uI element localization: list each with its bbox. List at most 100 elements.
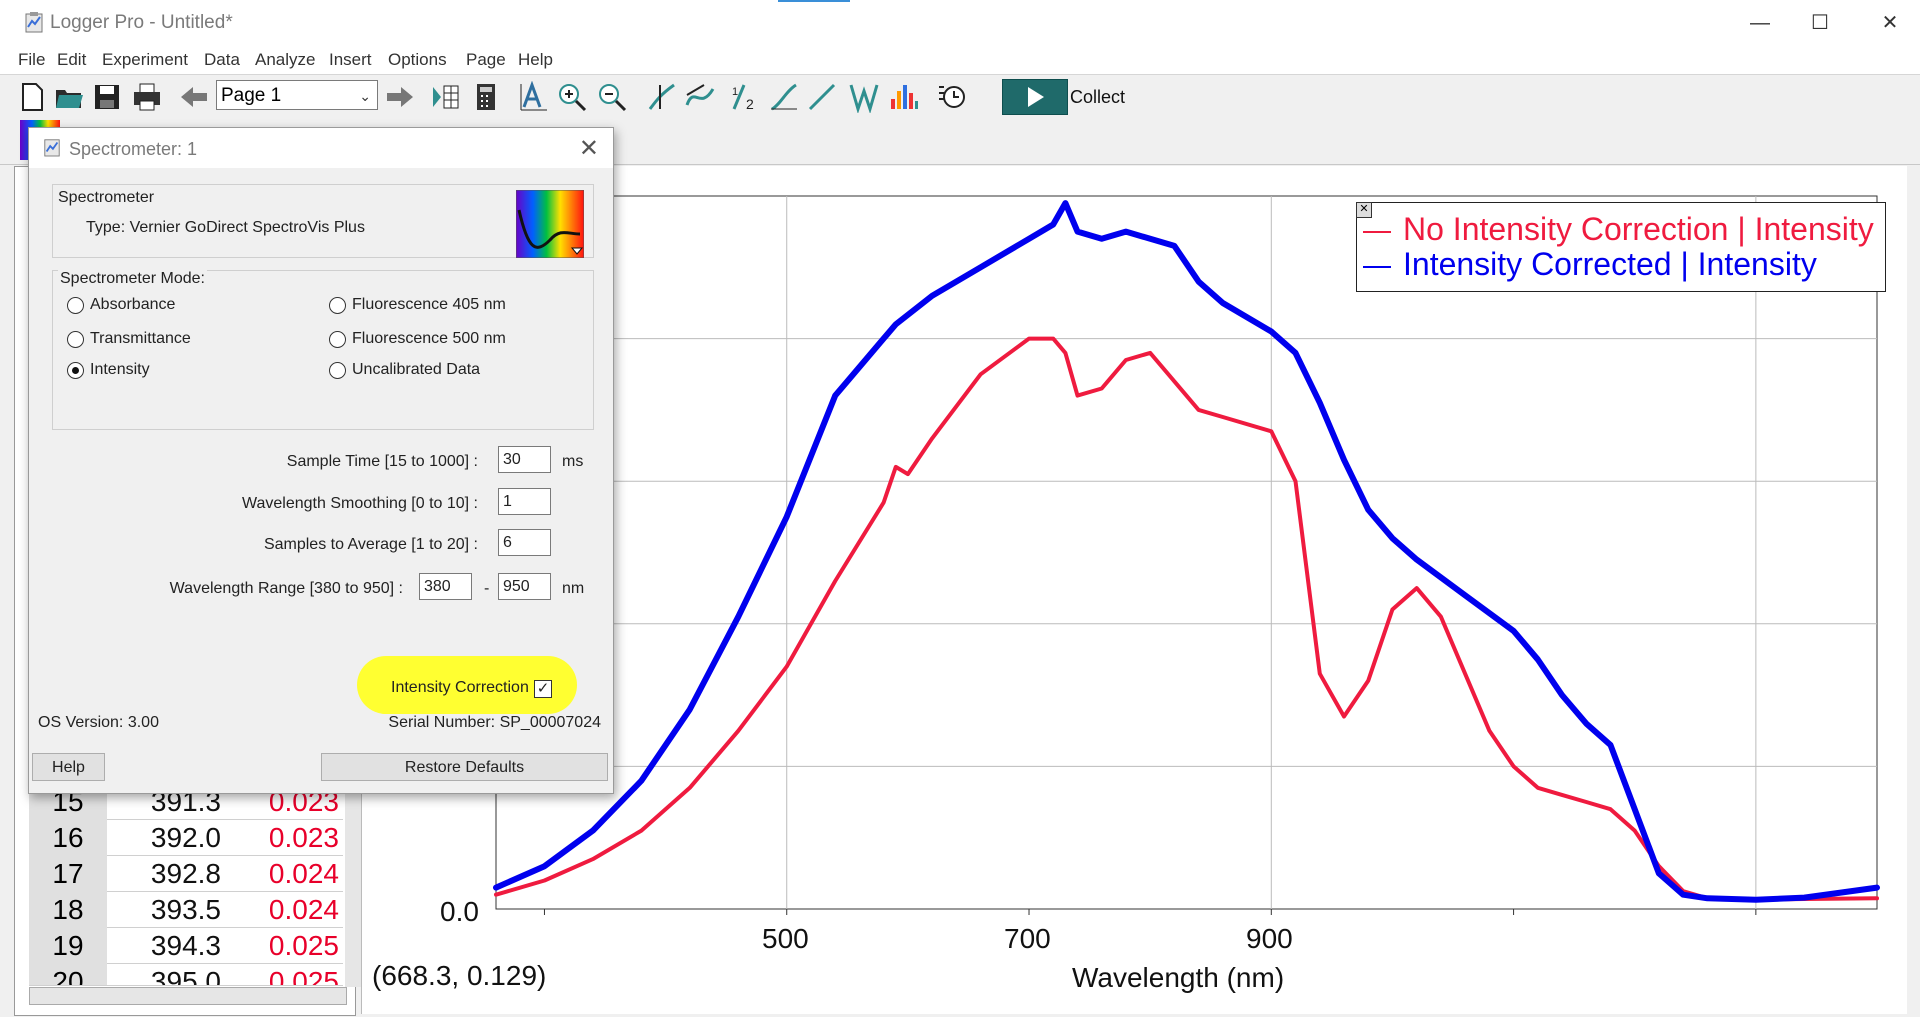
plot-frame: [495, 195, 1878, 910]
zoom-in-icon[interactable]: [556, 81, 588, 113]
graph-legend[interactable]: ✕ No Intensity Correction | Intensity In…: [1356, 202, 1886, 292]
row-number: 17: [29, 855, 107, 891]
table-row[interactable]: 16 392.0 0.023: [29, 819, 343, 856]
help-button[interactable]: Help: [32, 753, 105, 781]
wavelength-cell[interactable]: 395.0: [150, 966, 221, 986]
menu-edit[interactable]: Edit: [57, 50, 87, 69]
page-select[interactable]: Page 1 ⌄: [216, 80, 378, 110]
average-input[interactable]: 6: [498, 529, 551, 556]
maximize-button[interactable]: ☐: [1811, 12, 1829, 34]
uncalibrated-label[interactable]: Uncalibrated Data: [352, 361, 481, 378]
integral-icon[interactable]: 12: [730, 81, 762, 113]
fluorescence-405-label[interactable]: Fluorescence 405 nm: [352, 296, 506, 313]
absorbance-label[interactable]: Absorbance: [90, 296, 176, 313]
statistics-icon[interactable]: [768, 81, 800, 113]
collect-label[interactable]: Collect: [1070, 87, 1126, 107]
table-row[interactable]: 17 392.8 0.024: [29, 855, 343, 892]
calculator-icon[interactable]: [470, 81, 502, 113]
radio-transmittance[interactable]: [67, 331, 84, 348]
menu-insert[interactable]: Insert: [329, 50, 372, 69]
wavelength-cell[interactable]: 392.0: [150, 822, 221, 853]
legend-item-red: No Intensity Correction | Intensity: [1363, 211, 1874, 248]
sample-time-label: Sample Time [15 to 1000] :: [286, 453, 478, 470]
table-row[interactable]: 20 395.0 0.025: [29, 963, 343, 986]
examine-icon[interactable]: [646, 81, 678, 113]
fft-icon[interactable]: [888, 81, 920, 113]
sample-time-input[interactable]: 30: [498, 446, 551, 473]
radio-absorbance[interactable]: [67, 297, 84, 314]
range-label: Wavelength Range [380 to 950] :: [169, 580, 403, 597]
legend-swatch: [1363, 265, 1391, 268]
intensity-cell[interactable]: 0.025: [268, 930, 339, 961]
smoothing-label: Wavelength Smoothing [0 to 10] :: [242, 495, 478, 512]
table-horizontal-scrollbar[interactable]: [29, 987, 347, 1005]
fluorescence-500-label[interactable]: Fluorescence 500 nm: [352, 330, 506, 347]
menu-page[interactable]: Page: [466, 50, 506, 69]
new-file-icon[interactable]: [16, 81, 48, 113]
intensity-cell[interactable]: 0.023: [268, 822, 339, 853]
series-line-no-correction: [494, 336, 1879, 902]
intensity-correction-label[interactable]: Intensity Correction: [391, 679, 529, 696]
radio-uncalibrated[interactable]: [329, 362, 346, 379]
minimize-button[interactable]: —: [1750, 12, 1770, 34]
close-window-button[interactable]: ✕: [1881, 12, 1899, 34]
zoom-out-icon[interactable]: [596, 81, 628, 113]
legend-label: No Intensity Correction | Intensity: [1403, 211, 1874, 247]
replay-icon[interactable]: [936, 81, 968, 113]
spectrum-graph[interactable]: [362, 166, 1907, 1014]
radio-fluorescence-405[interactable]: [329, 297, 346, 314]
radio-intensity[interactable]: [67, 362, 84, 379]
row-number: 18: [29, 891, 107, 927]
tangent-icon[interactable]: [684, 81, 716, 113]
logger-pro-app-icon: [25, 12, 43, 33]
restore-defaults-button[interactable]: Restore Defaults: [321, 753, 608, 781]
collect-button[interactable]: [1002, 79, 1068, 115]
wavelength-cell[interactable]: 393.5: [150, 894, 221, 925]
spectrum-thumbnail-icon[interactable]: [516, 190, 584, 258]
table-row[interactable]: 19 394.3 0.025: [29, 927, 343, 964]
menu-file[interactable]: File: [18, 50, 46, 69]
intensity-cell[interactable]: 0.025: [268, 966, 339, 986]
save-icon[interactable]: [91, 81, 123, 113]
intensity-correction-checkbox[interactable]: ✓: [534, 680, 552, 698]
menu-analyze[interactable]: Analyze: [255, 50, 316, 69]
menu-experiment[interactable]: Experiment: [102, 50, 188, 69]
menu-data[interactable]: Data: [204, 50, 240, 69]
menu-options[interactable]: Options: [388, 50, 447, 69]
legend-close-icon[interactable]: ✕: [1356, 202, 1372, 218]
spectrometer-group: [52, 184, 594, 258]
window-titlebar: Logger Pro - Untitled* — ☐ ✕: [0, 0, 1920, 46]
back-arrow-icon[interactable]: [178, 81, 210, 113]
forward-arrow-icon[interactable]: [384, 81, 416, 113]
range-min-input[interactable]: 380: [419, 573, 472, 600]
autoscale-icon[interactable]: [518, 81, 550, 113]
dialog-close-icon[interactable]: ✕: [578, 135, 599, 162]
intensity-label[interactable]: Intensity: [90, 361, 150, 378]
graph-pane[interactable]: 0.0 500 700 900 Wavelength (nm) (668.3, …: [361, 166, 1907, 1014]
range-separator: -: [484, 580, 490, 597]
collect-play-icon: [1028, 87, 1044, 107]
print-icon[interactable]: [131, 81, 163, 113]
intensity-cell[interactable]: 0.024: [268, 894, 339, 925]
intensity-cell[interactable]: 0.024: [268, 858, 339, 889]
legend-item-blue: Intensity Corrected | Intensity: [1363, 246, 1817, 283]
wavelength-cell[interactable]: 392.8: [150, 858, 221, 889]
mode-heading: Spectrometer Mode:: [58, 270, 207, 288]
smoothing-input[interactable]: 1: [498, 488, 551, 515]
os-version: OS Version: 3.00: [38, 714, 159, 731]
transmittance-label[interactable]: Transmittance: [90, 330, 191, 347]
x-tick-label: 700: [1004, 923, 1051, 954]
radio-fluorescence-500[interactable]: [329, 331, 346, 348]
y-tick-label: 0.0: [440, 896, 479, 927]
table-row[interactable]: 18 393.5 0.024: [29, 891, 343, 928]
curve-fit-icon[interactable]: [848, 81, 880, 113]
open-file-icon[interactable]: [53, 81, 85, 113]
wavelength-cell[interactable]: 394.3: [150, 930, 221, 961]
table-graph-icon[interactable]: [430, 81, 462, 113]
range-max-input[interactable]: 950: [498, 573, 551, 600]
linear-fit-icon[interactable]: [806, 81, 838, 113]
sample-time-unit: ms: [562, 453, 584, 470]
menu-help[interactable]: Help: [518, 50, 553, 69]
x-tick-label: 500: [762, 923, 809, 954]
